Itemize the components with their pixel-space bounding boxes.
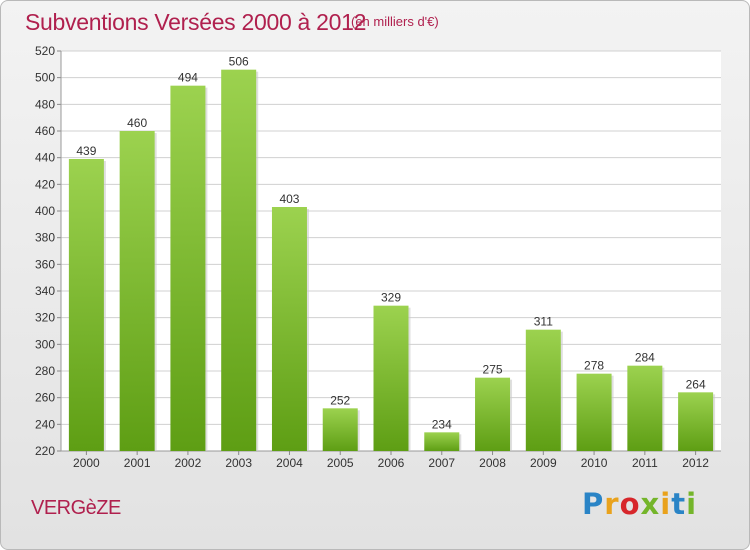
bar bbox=[475, 377, 511, 451]
x-tick-label: 2001 bbox=[124, 456, 151, 470]
data-label: 494 bbox=[178, 71, 198, 85]
chart-subtitle: (en milliers d'€) bbox=[351, 14, 439, 29]
bar bbox=[170, 85, 206, 452]
y-tick-label: 440 bbox=[35, 151, 55, 165]
y-tick-label: 420 bbox=[35, 177, 55, 191]
bar bbox=[678, 392, 714, 451]
y-tick-label: 300 bbox=[35, 337, 55, 351]
data-label: 234 bbox=[432, 417, 452, 431]
y-tick-label: 400 bbox=[35, 204, 55, 218]
bar bbox=[271, 207, 307, 451]
data-label: 311 bbox=[534, 315, 553, 329]
bar bbox=[373, 305, 409, 451]
data-label: 252 bbox=[330, 393, 350, 407]
y-tick-label: 340 bbox=[35, 284, 55, 298]
y-tick-label: 260 bbox=[35, 391, 55, 405]
data-label: 264 bbox=[686, 377, 706, 391]
bar bbox=[576, 373, 612, 451]
bar bbox=[627, 365, 663, 451]
x-tick-label: 2003 bbox=[225, 456, 252, 470]
proxiti-logo: Proxiti bbox=[582, 487, 698, 521]
x-tick-label: 2005 bbox=[327, 456, 354, 470]
x-tick-label: 2002 bbox=[175, 456, 202, 470]
y-tick-label: 500 bbox=[35, 71, 55, 85]
data-label: 278 bbox=[584, 359, 604, 373]
bar bbox=[119, 131, 155, 451]
y-tick-label: 360 bbox=[35, 257, 55, 271]
commune-name: VERGèZE bbox=[31, 497, 121, 519]
y-tick-label: 220 bbox=[35, 444, 55, 458]
y-tick-label: 520 bbox=[35, 44, 55, 58]
x-tick-label: 2006 bbox=[378, 456, 405, 470]
x-tick-label: 2009 bbox=[530, 456, 557, 470]
data-label: 460 bbox=[127, 116, 147, 130]
bar bbox=[68, 159, 104, 451]
bar bbox=[525, 329, 561, 451]
bar bbox=[424, 432, 460, 451]
y-tick-label: 320 bbox=[35, 311, 55, 325]
bar bbox=[322, 408, 358, 451]
data-label: 506 bbox=[229, 55, 249, 69]
x-tick-label: 2000 bbox=[73, 456, 100, 470]
data-label: 403 bbox=[279, 192, 299, 206]
x-tick-label: 2012 bbox=[682, 456, 709, 470]
data-label: 275 bbox=[483, 363, 503, 377]
y-tick-label: 460 bbox=[35, 124, 55, 138]
x-tick-label: 2011 bbox=[632, 456, 658, 470]
x-tick-label: 2010 bbox=[581, 456, 608, 470]
x-tick-label: 2007 bbox=[428, 456, 455, 470]
y-tick-label: 480 bbox=[35, 97, 55, 111]
x-tick-label: 2004 bbox=[276, 456, 303, 470]
chart-title: Subventions Versées 2000 à 2012 bbox=[25, 9, 367, 35]
data-label: 329 bbox=[381, 291, 401, 305]
data-label: 439 bbox=[76, 144, 96, 158]
y-tick-label: 240 bbox=[35, 417, 55, 431]
y-tick-label: 380 bbox=[35, 231, 55, 245]
data-label: 284 bbox=[635, 351, 655, 365]
y-tick-label: 280 bbox=[35, 364, 55, 378]
x-tick-label: 2008 bbox=[479, 456, 506, 470]
bar bbox=[221, 69, 257, 452]
